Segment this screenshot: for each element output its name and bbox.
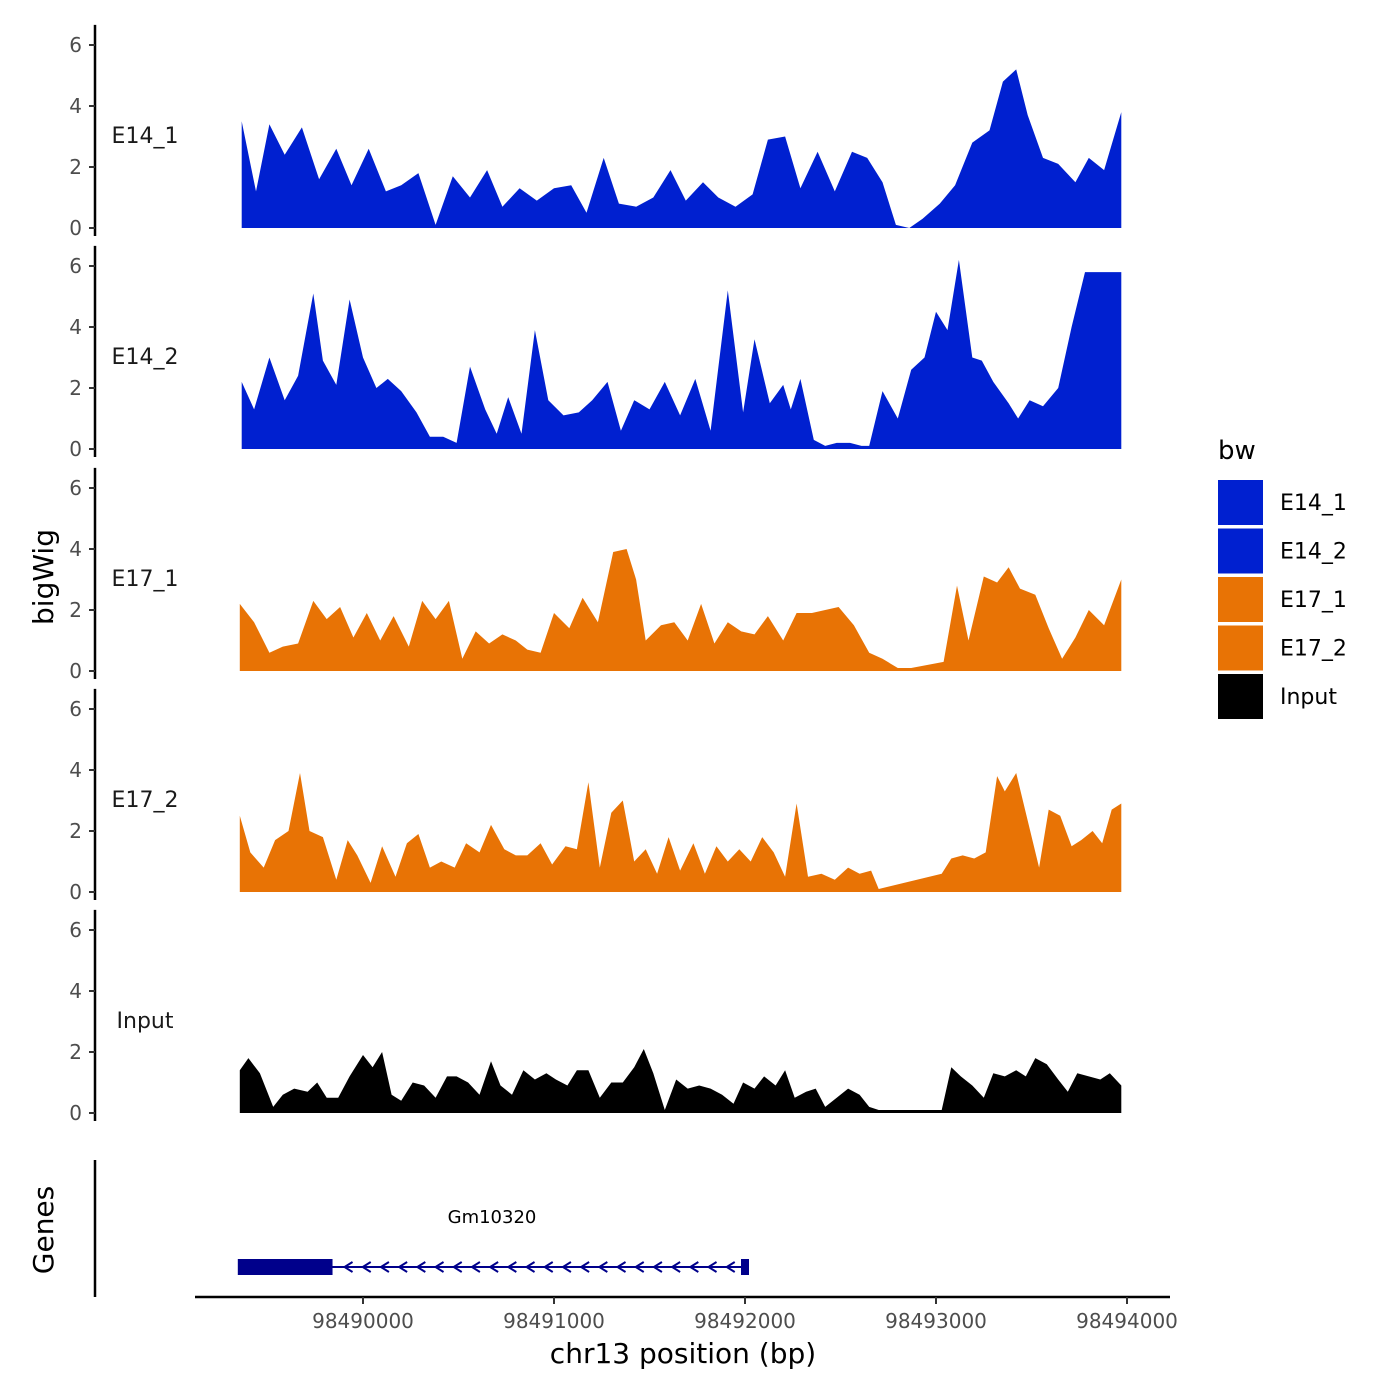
genes-axis-title: Genes [27, 1186, 60, 1274]
track-label: E17_1 [112, 567, 179, 592]
signal-area [241, 259, 1122, 449]
strand-arrow-icon [670, 1261, 681, 1273]
x-axis: 98490000 98491000 98492000 98493000 98494000 [195, 1295, 1178, 1333]
y-tick-label: 6 [69, 254, 82, 278]
y-tick-label: 2 [69, 598, 82, 622]
legend-key-Input [1218, 674, 1263, 719]
y-tick-label: 6 [69, 476, 82, 500]
y-tick-label: 2 [69, 1040, 82, 1064]
y-tick-label: 0 [69, 437, 82, 461]
gene-label: Gm10320 [448, 1207, 537, 1228]
signal-area [241, 69, 1122, 229]
tracks-group: 0 2 4 6 E14_1 0 2 4 6 E14_2 0 2 4 6 E17_1 0 2 4 6 E17_2 0 2 4 6… [69, 24, 1122, 1125]
y-tick-label: 4 [69, 94, 82, 118]
track-E17_2: 0 2 4 6 E17_2 [69, 688, 1122, 904]
signal-area [239, 549, 1122, 671]
x-tick-label: 98493000 [885, 1309, 987, 1333]
strand-arrow-icon [360, 1261, 372, 1273]
legend-key-E17_1 [1218, 577, 1263, 622]
y-tick-label: 2 [69, 376, 82, 400]
y-tick-label: 0 [69, 1101, 82, 1125]
y-tick-label: 2 [69, 819, 82, 843]
track-label: E14_2 [112, 345, 179, 370]
x-tick-label: 98491000 [503, 1309, 605, 1333]
track-E17_1: 0 2 4 6 E17_1 [69, 467, 1122, 683]
legend: E14_1 E14_2 E17_1 E17_2 Input [1218, 480, 1347, 719]
y-tick-label: 4 [69, 758, 82, 782]
x-axis-title: chr13 position (bp) [550, 1337, 816, 1370]
y-tick-label: 0 [69, 216, 82, 240]
strand-arrow-icon [488, 1261, 499, 1273]
legend-label: E17_1 [1280, 588, 1347, 613]
strand-arrow-icon [597, 1261, 608, 1273]
y-tick-label: 4 [69, 979, 82, 1003]
strand-arrow-icon [633, 1261, 645, 1273]
x-tick-label: 98494000 [1076, 1309, 1178, 1333]
strand-arrow-icon [542, 1261, 554, 1273]
strand-arrow-icon [652, 1261, 663, 1273]
strand-arrow-icon [415, 1261, 426, 1273]
legend-label: E14_2 [1280, 540, 1347, 565]
x-tick-label: 98492000 [694, 1309, 796, 1333]
legend-label: E17_2 [1280, 637, 1347, 662]
y-tick-label: 6 [69, 33, 82, 57]
track-label: E14_1 [112, 124, 179, 149]
y-tick-label: 6 [69, 697, 82, 721]
track-label: Input [117, 1009, 174, 1034]
strand-arrow-icon [579, 1261, 590, 1273]
strand-arrow-icon [524, 1261, 536, 1273]
strand-arrow-icon [688, 1261, 699, 1273]
y-tick-label: 4 [69, 315, 82, 339]
strand-arrow-icon [451, 1261, 463, 1273]
legend-key-E14_1 [1218, 480, 1263, 525]
y-tick-label: 0 [69, 659, 82, 683]
track-E14_1: 0 2 4 6 E14_1 [69, 24, 1122, 240]
y-tick-label: 4 [69, 537, 82, 561]
legend-title: bw [1218, 436, 1256, 466]
strand-arrow-icon [724, 1261, 736, 1273]
y-tick-label: 6 [69, 918, 82, 942]
strand-arrow-icon [561, 1261, 572, 1273]
gene-exon [741, 1259, 749, 1275]
y-tick-label: 0 [69, 880, 82, 904]
genes-track: Gm10320 [93, 1160, 749, 1297]
strand-arrow-icon [342, 1261, 354, 1273]
legend-key-E14_2 [1218, 528, 1263, 574]
strand-arrow-icon [379, 1261, 390, 1273]
signal-area [239, 773, 1122, 892]
legend-key-E17_2 [1218, 625, 1263, 671]
x-tick-label: 98490000 [312, 1309, 414, 1333]
strand-arrow-icon [706, 1261, 718, 1273]
track-Input: 0 2 4 6 Input [69, 909, 1122, 1125]
legend-label: E14_1 [1280, 491, 1347, 516]
strand-arrow-icon [433, 1261, 445, 1273]
legend-label: Input [1280, 685, 1337, 710]
strand-arrow-icon [397, 1261, 408, 1273]
signal-area [239, 1049, 1122, 1113]
strand-arrow-icon [470, 1261, 481, 1273]
y-axis-title: bigWig [27, 529, 60, 625]
gene-exon [237, 1259, 333, 1275]
strand-arrow-icon [506, 1261, 517, 1273]
track-label: E17_2 [112, 788, 179, 813]
strand-arrow-icon [615, 1261, 627, 1273]
track-E14_2: 0 2 4 6 E14_2 [69, 245, 1122, 461]
y-tick-label: 2 [69, 155, 82, 179]
